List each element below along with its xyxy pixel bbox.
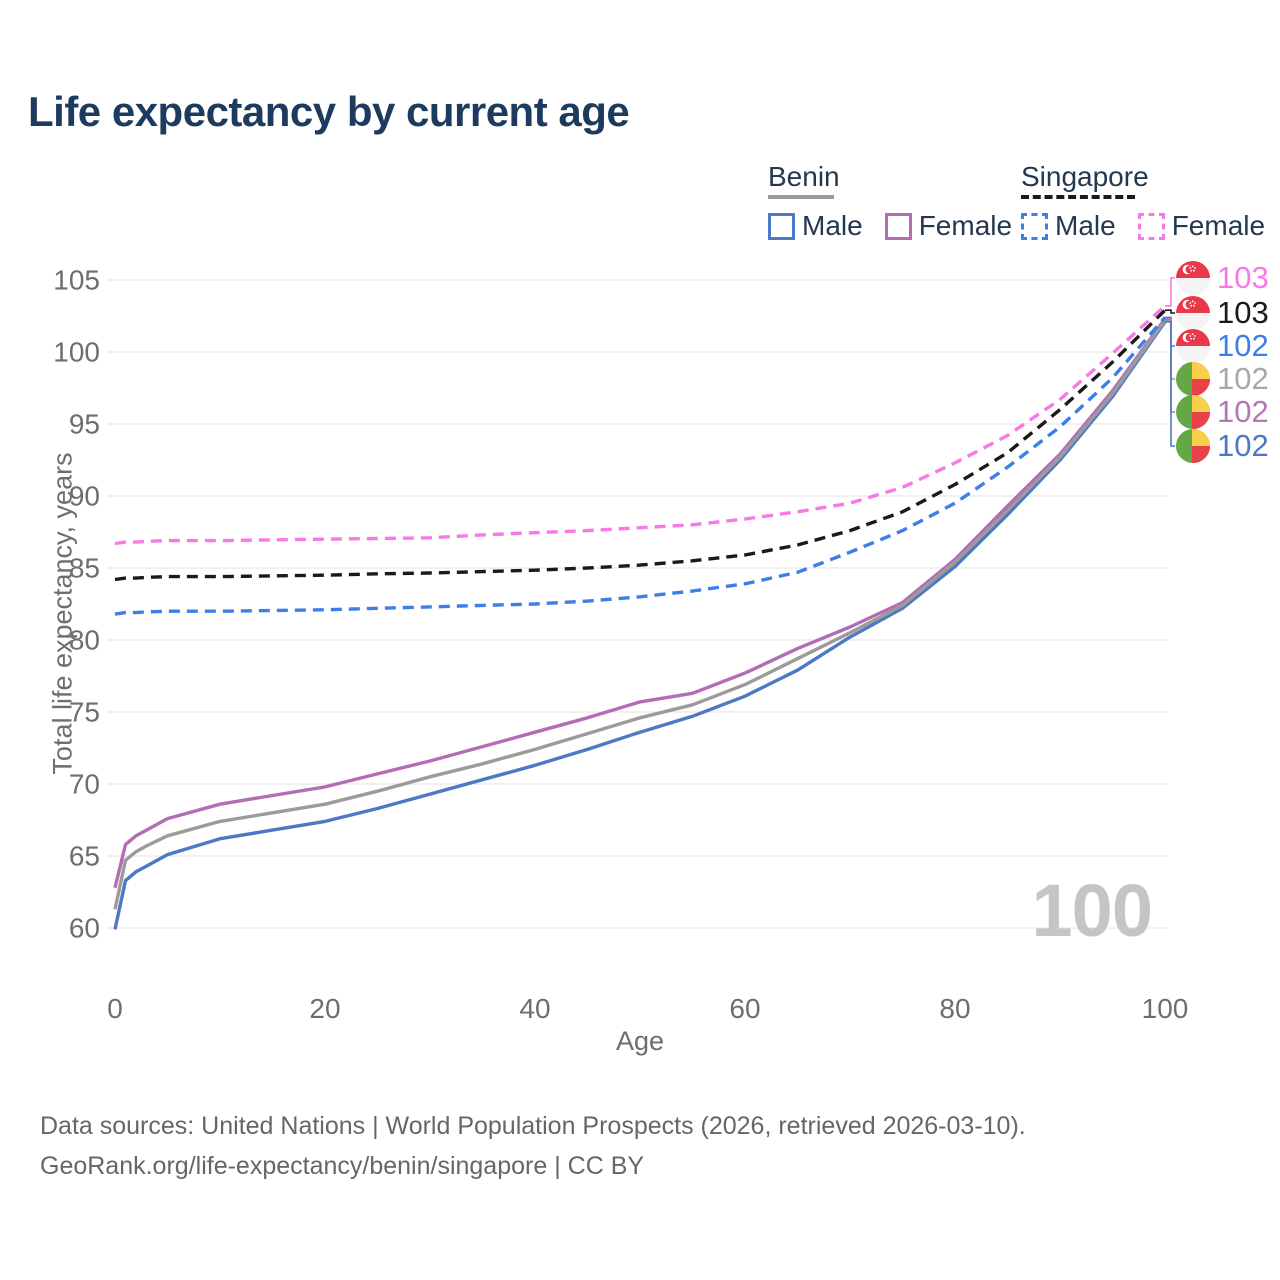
legend-label: Male — [1055, 210, 1116, 241]
y-tick-label: 90 — [69, 481, 100, 512]
end-value: 102 — [1217, 361, 1269, 396]
series-line-benin-female — [113, 317, 1167, 889]
series-line-singapore-male — [114, 316, 1167, 616]
end-label-benin-male: 102 — [1176, 428, 1269, 463]
legend-singapore-dashed-line-sample — [1021, 195, 1135, 199]
singapore-flag-icon — [1176, 261, 1210, 295]
series-line-benin-both — [113, 319, 1167, 910]
y-tick-label: 70 — [69, 769, 100, 800]
x-axis-title: Age — [615, 1026, 665, 1056]
end-label-connector — [1165, 321, 1175, 447]
series-line-singapore-both — [114, 308, 1167, 582]
singapore-flag-icon — [1176, 329, 1210, 363]
end-label-connector — [1165, 318, 1175, 413]
legend-benin-title: Benin — [768, 161, 840, 192]
x-tick-label: 100 — [1142, 993, 1189, 1024]
legend-group-singapore: Singapore Male Female — [1021, 163, 1280, 242]
singapore-male-swatch-icon — [1021, 212, 1048, 240]
y-tick-label: 65 — [69, 841, 100, 872]
singapore-female-swatch-icon — [1137, 212, 1165, 240]
end-value: 102 — [1217, 328, 1269, 363]
legend-group-benin: Benin Male Female — [768, 163, 1034, 242]
source-url-line: GeoRank.org/life-expectancy/benin/singap… — [40, 1152, 645, 1180]
end-value: 102 — [1217, 428, 1269, 463]
legend-item-singapore-male[interactable]: Male — [1021, 210, 1116, 242]
benin-flag-icon — [1176, 362, 1210, 396]
y-tick-label: 80 — [69, 625, 100, 656]
data-sources-line: Data sources: United Nations | World Pop… — [40, 1112, 1026, 1140]
end-value: 103 — [1217, 295, 1269, 330]
x-tick-label: 0 — [107, 993, 123, 1024]
page-title: Life expectancy by current age — [28, 88, 630, 135]
y-tick-label: 105 — [53, 265, 100, 296]
benin-flag-icon — [1176, 395, 1210, 429]
end-label-singapore-female: 103 — [1176, 260, 1269, 295]
end-label-singapore-both: 103 — [1176, 295, 1269, 330]
end-value: 102 — [1217, 394, 1269, 429]
y-tick-label: 85 — [69, 553, 100, 584]
end-label-connector — [1165, 309, 1175, 314]
benin-male-swatch-icon — [768, 212, 795, 240]
y-tick-label: 75 — [69, 697, 100, 728]
end-label-connector — [1165, 319, 1175, 380]
legend-benin-solid-line-sample — [768, 195, 834, 199]
end-label-singapore-male: 102 — [1176, 328, 1269, 363]
legend-item-benin-female[interactable]: Female — [884, 210, 1013, 242]
y-tick-label: 95 — [69, 409, 100, 440]
legend-label: Female — [918, 210, 1013, 241]
attribution: Data sources: United Nations | World Pop… — [40, 1106, 1026, 1186]
legend-item-singapore-female[interactable]: Female — [1137, 210, 1266, 242]
legend-item-benin-male[interactable]: Male — [768, 210, 863, 242]
x-tick-label: 80 — [939, 993, 970, 1024]
benin-flag-icon — [1176, 429, 1210, 463]
y-tick-label: 60 — [69, 913, 100, 944]
end-value: 103 — [1217, 260, 1269, 295]
x-tick-label: 20 — [309, 993, 340, 1024]
end-label-benin-female: 102 — [1176, 394, 1269, 429]
series-line-benin-male — [113, 320, 1167, 930]
singapore-flag-icon — [1176, 296, 1210, 330]
end-label-benin-both: 102 — [1176, 361, 1269, 396]
end-label-connector — [1165, 277, 1175, 307]
legend-label: Female — [1171, 210, 1266, 241]
x-tick-label: 60 — [729, 993, 760, 1024]
hovered-age-watermark: 100 — [1031, 869, 1153, 952]
y-tick-label: 100 — [53, 337, 100, 368]
legend-label: Male — [802, 210, 863, 241]
legend-singapore-title: Singapore — [1021, 161, 1149, 192]
x-tick-label: 40 — [519, 993, 550, 1024]
benin-female-swatch-icon — [884, 212, 912, 240]
